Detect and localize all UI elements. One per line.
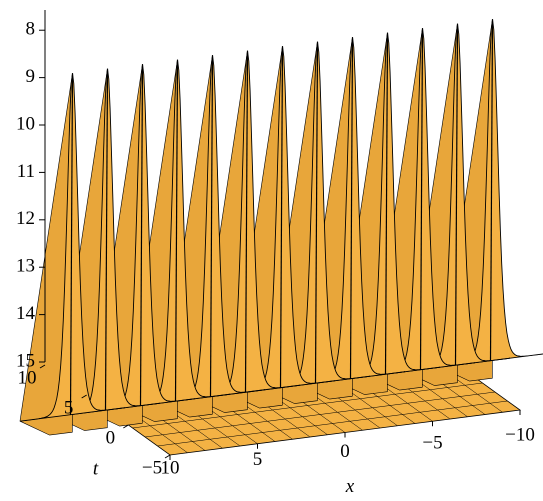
peak-ridge: [384, 32, 389, 375]
t-tick: [164, 454, 171, 459]
peak-ridge: [349, 37, 354, 379]
peak-ridge: [419, 28, 424, 370]
t-tick-label: 5: [64, 397, 74, 418]
x-tick-label: −10: [505, 424, 535, 445]
peak-ridge: [314, 41, 319, 384]
x-axis-label: x: [345, 476, 355, 497]
peak-ridge: [104, 68, 109, 411]
peak-ridge: [244, 50, 249, 393]
t-tick: [81, 394, 87, 399]
x-tick-label: 10: [161, 457, 180, 478]
peak-ridge: [489, 19, 494, 361]
t-tick-label: −5: [142, 457, 162, 478]
z-tick-label: 15: [16, 350, 35, 371]
peak-ridge: [139, 64, 144, 406]
floor-mesh: [144, 391, 496, 438]
t-tick: [39, 364, 46, 369]
peak-ridge: [174, 59, 179, 402]
x-tick-label: 0: [340, 441, 350, 462]
peak-ridge: [209, 55, 214, 397]
peak-ridge: [279, 46, 284, 388]
x-tick-label: −5: [422, 433, 442, 454]
floor-mesh: [157, 400, 508, 447]
floor-mesh: [132, 382, 483, 429]
t-axis-label: t: [93, 458, 99, 479]
peak-ridge: [454, 23, 459, 366]
t-tick-label: 10: [18, 367, 37, 388]
peak: [19, 73, 126, 422]
z-tick-label: 8: [26, 19, 36, 40]
z-tick-label: 11: [17, 161, 35, 182]
t-tick: [123, 424, 129, 429]
z-tick-label: 14: [16, 303, 36, 324]
t-tick-label: 0: [106, 427, 116, 448]
z-tick-label: 12: [16, 208, 35, 229]
z-tick-label: 13: [16, 256, 35, 277]
peak-ridge: [69, 73, 74, 415]
x-tick-label: 5: [253, 449, 263, 470]
z-tick-label: 9: [26, 66, 36, 87]
z-tick-label: 10: [16, 113, 35, 134]
